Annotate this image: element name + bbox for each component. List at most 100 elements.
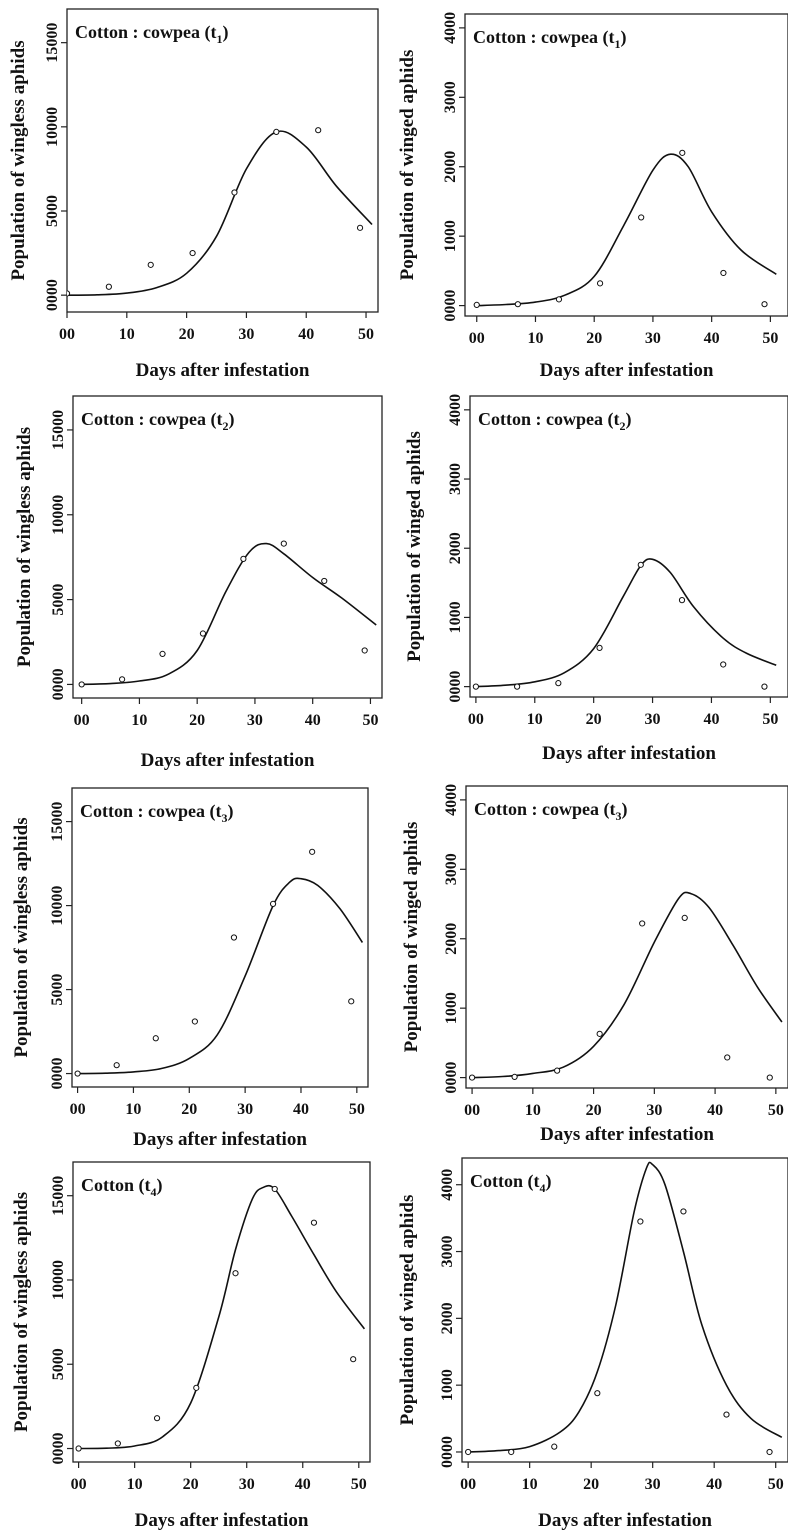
data-point: [761, 301, 768, 308]
chart-panel-6: 00 10 20 30 40 50 0000 1000 2000 3000 4000 Days aft…: [401, 784, 788, 1145]
y-tick-label: 1000: [439, 1369, 456, 1401]
x-tick-label: 10: [525, 1102, 541, 1119]
y-tick-label: 0000: [50, 1433, 67, 1465]
chart-panel-1: 00 10 20 30 40 50 0000 5000 10000 15000 Days after…: [8, 8, 379, 381]
x-tick-label: 30: [239, 1476, 255, 1493]
y-tick-label: 5000: [50, 584, 67, 616]
data-point: [511, 1073, 518, 1080]
y-tick-label: 5000: [50, 1348, 67, 1380]
x-tick-label: 00: [460, 1476, 476, 1493]
x-tick-label: 40: [706, 1476, 722, 1493]
plot-area: [468, 891, 783, 1081]
y-tick-label: 3000: [442, 81, 459, 113]
x-tick-label: 00: [464, 1102, 480, 1119]
x-tick-label: 20: [181, 1101, 197, 1118]
y-tick-label: 0000: [49, 1058, 66, 1090]
plot-frame: [469, 395, 788, 698]
panel-title: Cotton (t4): [470, 1171, 552, 1195]
data-point: [75, 1445, 82, 1452]
data-point: [468, 1074, 476, 1081]
data-point: [637, 561, 644, 568]
y-tick-label: 0000: [44, 279, 61, 311]
data-point: [315, 127, 322, 134]
y-axis-title: Population of winged aphids: [404, 431, 425, 662]
y-tick-label: 3000: [443, 853, 460, 885]
x-tick-label: 10: [522, 1476, 538, 1493]
plot-area: [67, 127, 373, 297]
x-tick-label: 20: [586, 711, 602, 728]
chart-panel-5: 00 10 20 30 40 50 0000 5000 10000 15000 Days after…: [11, 787, 369, 1150]
x-tick-label: 50: [762, 330, 778, 347]
data-point: [596, 644, 603, 651]
y-tick-label: 5000: [49, 974, 66, 1006]
x-axis-title: Days after infestation: [542, 743, 716, 764]
y-axis-title: Population of wingless aphids: [14, 427, 35, 667]
y-axis-title: Population of wingless aphids: [11, 817, 32, 1057]
x-tick-label: 50: [768, 1102, 784, 1119]
x-tick-label: 20: [583, 1476, 599, 1493]
data-point: [147, 261, 154, 268]
data-point: [350, 1356, 357, 1363]
x-tick-label: 30: [645, 711, 661, 728]
data-point: [465, 1448, 472, 1456]
x-axis-title: Days after infestation: [135, 1510, 309, 1531]
x-tick-label: 40: [298, 326, 314, 343]
data-point: [361, 647, 368, 654]
y-tick-label: 15000: [49, 802, 66, 842]
x-tick-label: 30: [238, 326, 254, 343]
x-tick-label: 10: [527, 711, 543, 728]
data-point: [724, 1054, 731, 1061]
fitted-curve: [472, 891, 783, 1079]
y-tick-label: 4000: [442, 12, 459, 44]
data-point: [720, 661, 727, 668]
x-axis-title: Days after infestation: [540, 1124, 714, 1145]
x-tick-label: 40: [293, 1101, 309, 1118]
x-tick-label: 40: [305, 712, 321, 729]
data-point: [638, 214, 645, 221]
x-tick-label: 10: [131, 712, 147, 729]
data-point: [679, 149, 686, 156]
plot-area: [74, 848, 364, 1077]
data-point: [555, 296, 563, 303]
data-point: [321, 577, 328, 585]
plot-frame: [72, 395, 383, 699]
x-tick-label: 50: [351, 1476, 367, 1493]
data-point: [637, 1218, 644, 1225]
x-tick-label: 30: [645, 330, 661, 347]
y-tick-label: 4000: [443, 784, 460, 816]
x-tick-label: 50: [362, 712, 378, 729]
data-point: [231, 189, 238, 196]
x-axis-title: Days after infestation: [133, 1129, 307, 1150]
x-tick-label: 00: [74, 712, 90, 729]
y-tick-label: 10000: [49, 886, 66, 926]
fitted-curve: [78, 1184, 366, 1450]
data-point: [761, 683, 768, 690]
y-tick-label: 2000: [439, 1302, 456, 1334]
y-tick-label: 15000: [44, 23, 61, 63]
data-point: [271, 1185, 278, 1193]
data-point: [118, 676, 126, 683]
y-tick-label: 0000: [50, 668, 67, 700]
y-tick-label: 2000: [442, 151, 459, 183]
data-point: [230, 934, 238, 941]
data-point: [309, 848, 316, 855]
data-point: [680, 1208, 687, 1215]
x-tick-label: 00: [468, 711, 484, 728]
data-point: [766, 1448, 773, 1456]
y-axis-title: Population of wingless aphids: [11, 1192, 32, 1432]
data-point: [551, 1443, 558, 1450]
plot-frame: [464, 13, 788, 317]
data-point: [67, 290, 71, 297]
x-tick-label: 00: [71, 1476, 87, 1493]
y-tick-label: 15000: [50, 410, 67, 450]
chart-panel-2: 00 10 20 30 40 50 0000 1000 2000 3000 4000 Days aft…: [397, 12, 788, 381]
x-tick-label: 20: [586, 1102, 602, 1119]
data-point: [199, 630, 207, 637]
x-tick-label: 20: [179, 326, 195, 343]
x-tick-label: 00: [469, 330, 485, 347]
data-point: [596, 280, 604, 287]
data-point: [681, 914, 688, 922]
x-tick-label: 50: [358, 326, 374, 343]
x-tick-label: 50: [349, 1101, 365, 1118]
plot-area: [75, 1184, 366, 1452]
